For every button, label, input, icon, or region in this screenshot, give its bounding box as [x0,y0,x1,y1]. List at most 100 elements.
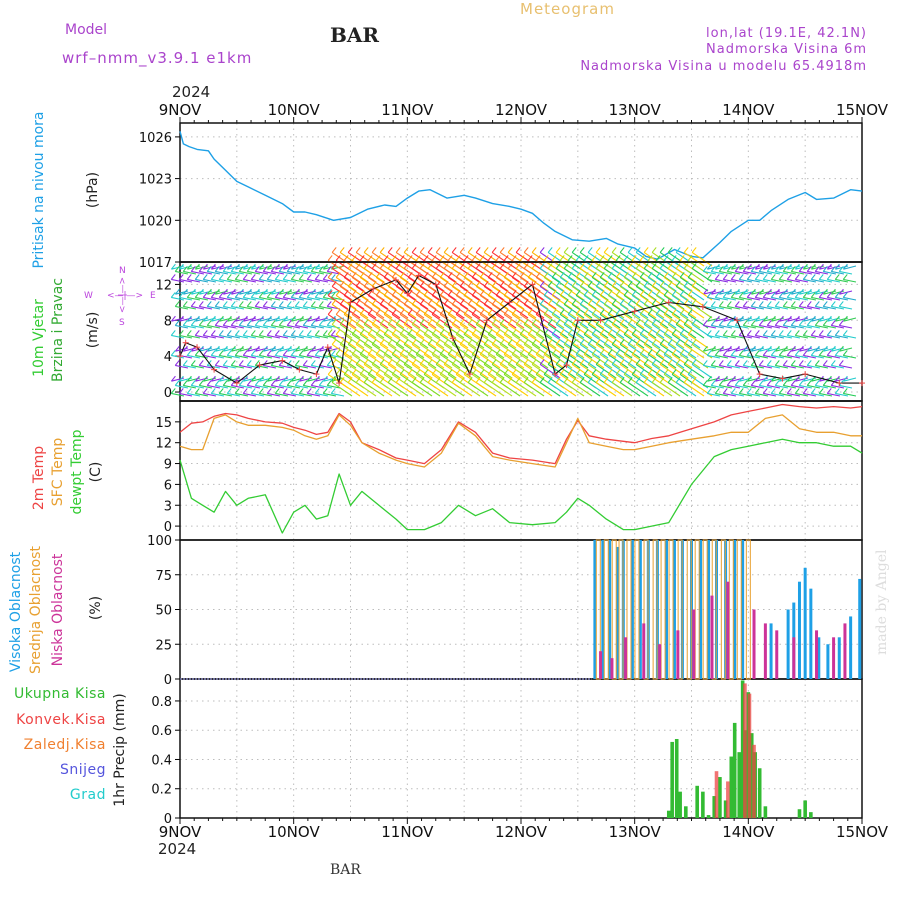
wind-barb [467,323,489,339]
mid-cloud-bar [634,539,640,680]
wind-barb [283,278,297,283]
wind-barb [655,276,677,292]
wind-barb-flag [387,263,393,269]
wind-barb [423,313,445,329]
wind-barb-flag [687,255,693,261]
y-tick-label: 0 [164,386,172,401]
wind-barb [203,278,217,283]
wind-barb [579,303,601,319]
wind-barb [687,276,709,292]
wind-barb-flag [467,299,473,305]
wind-barb [599,294,621,310]
x-tick-label-bottom: 15NOV [836,823,889,841]
wind-barb [331,285,353,301]
wind-barb [387,381,409,397]
precip-label-grad: Grad [70,787,106,803]
wind-barb-flag [706,263,712,270]
wind-barb [647,294,669,310]
wind-barb-flag [379,359,385,365]
wind-barb [839,305,853,310]
wind-barb [643,285,665,301]
wind-barb [239,270,253,275]
wind-barb [239,384,253,389]
wind-barb-flag [463,349,469,355]
wind-barb [579,343,601,359]
wind-barb-flag [455,309,461,315]
wind-barb [675,343,697,359]
wind-barb-flag [322,274,328,280]
wind-barb [759,324,773,329]
wind-barb-flag [830,380,836,386]
wind-barb-flag [555,319,561,325]
wind-barb [175,364,189,369]
wind-barb [719,384,733,389]
wind-barb [835,392,849,397]
wind-barb [619,267,641,283]
wind-barb [559,353,581,369]
wind-barb [367,353,389,369]
wind-barb-flag [635,339,641,345]
wind-barb [823,364,837,369]
wind-barb [243,354,257,359]
wind-barb-flag [575,349,581,355]
wind-barb-flag [463,329,469,335]
wind-barb-flag [491,359,497,365]
wind-barb [799,324,813,329]
wind-barb [807,305,821,310]
wind-barb [727,364,741,369]
wind-barb-flag [583,369,589,375]
wind-barb-flag [395,299,401,305]
precip-label-total: Ukupna Kisa [14,686,106,702]
wind-barb-flag [427,377,433,383]
wind-barb-flag [527,255,533,261]
wind-barb [707,392,721,397]
wind-barb-flag [639,369,645,375]
wind-barb-flag [447,349,453,355]
wind-barb [611,343,633,359]
wind-barb [839,290,853,295]
wind-barb-flag [619,339,625,345]
wind-barb-flag [431,255,437,261]
wind-barb-flag [615,255,621,261]
high-cloud-bar [699,540,703,679]
wind-barb [359,294,381,310]
wind-barb-flag [527,309,533,315]
wind-barb [643,267,665,283]
wind-barb [451,343,473,359]
total-precip-bar [674,738,679,818]
high-cloud-bar [849,616,853,679]
wind-barb [843,377,857,382]
wind-barb [543,313,565,329]
precip-label-frozen: Zaledj.Kisa [24,737,106,753]
wind-barb [451,381,473,397]
wind-barb [271,384,285,389]
wind-barb-flag [226,274,232,280]
x-tick-label-bottom: 13NOV [609,823,662,841]
wind-barb-flag [547,339,553,345]
wind-barb-flag [270,345,276,352]
wind-barb [531,363,553,379]
wind-barb-flag [834,330,840,336]
wind-barb [511,333,533,349]
wind-barb [183,384,197,389]
wind-barb-flag [627,377,633,383]
wind-barb-flag [423,329,429,335]
wind-barb-flag [635,247,641,253]
wind-barb [323,392,337,397]
wind-barb-flag [306,263,312,270]
wind-barb [683,251,705,267]
wind-barb-flag [730,375,736,382]
wind-barb [579,363,601,379]
wind-barb-flag [778,292,784,298]
wind-barb [759,364,773,369]
wind-barb [607,313,629,329]
wind-barb [387,267,409,283]
wind-barb-flag [491,281,497,287]
wind-barb [771,392,785,397]
wind-barb-flag [467,263,473,269]
wind-barb [331,392,345,397]
wind-barb-flag [463,255,469,261]
wind-barb-flag [655,272,661,278]
wind-barb-flag [571,299,577,305]
wind-barb [371,343,393,359]
